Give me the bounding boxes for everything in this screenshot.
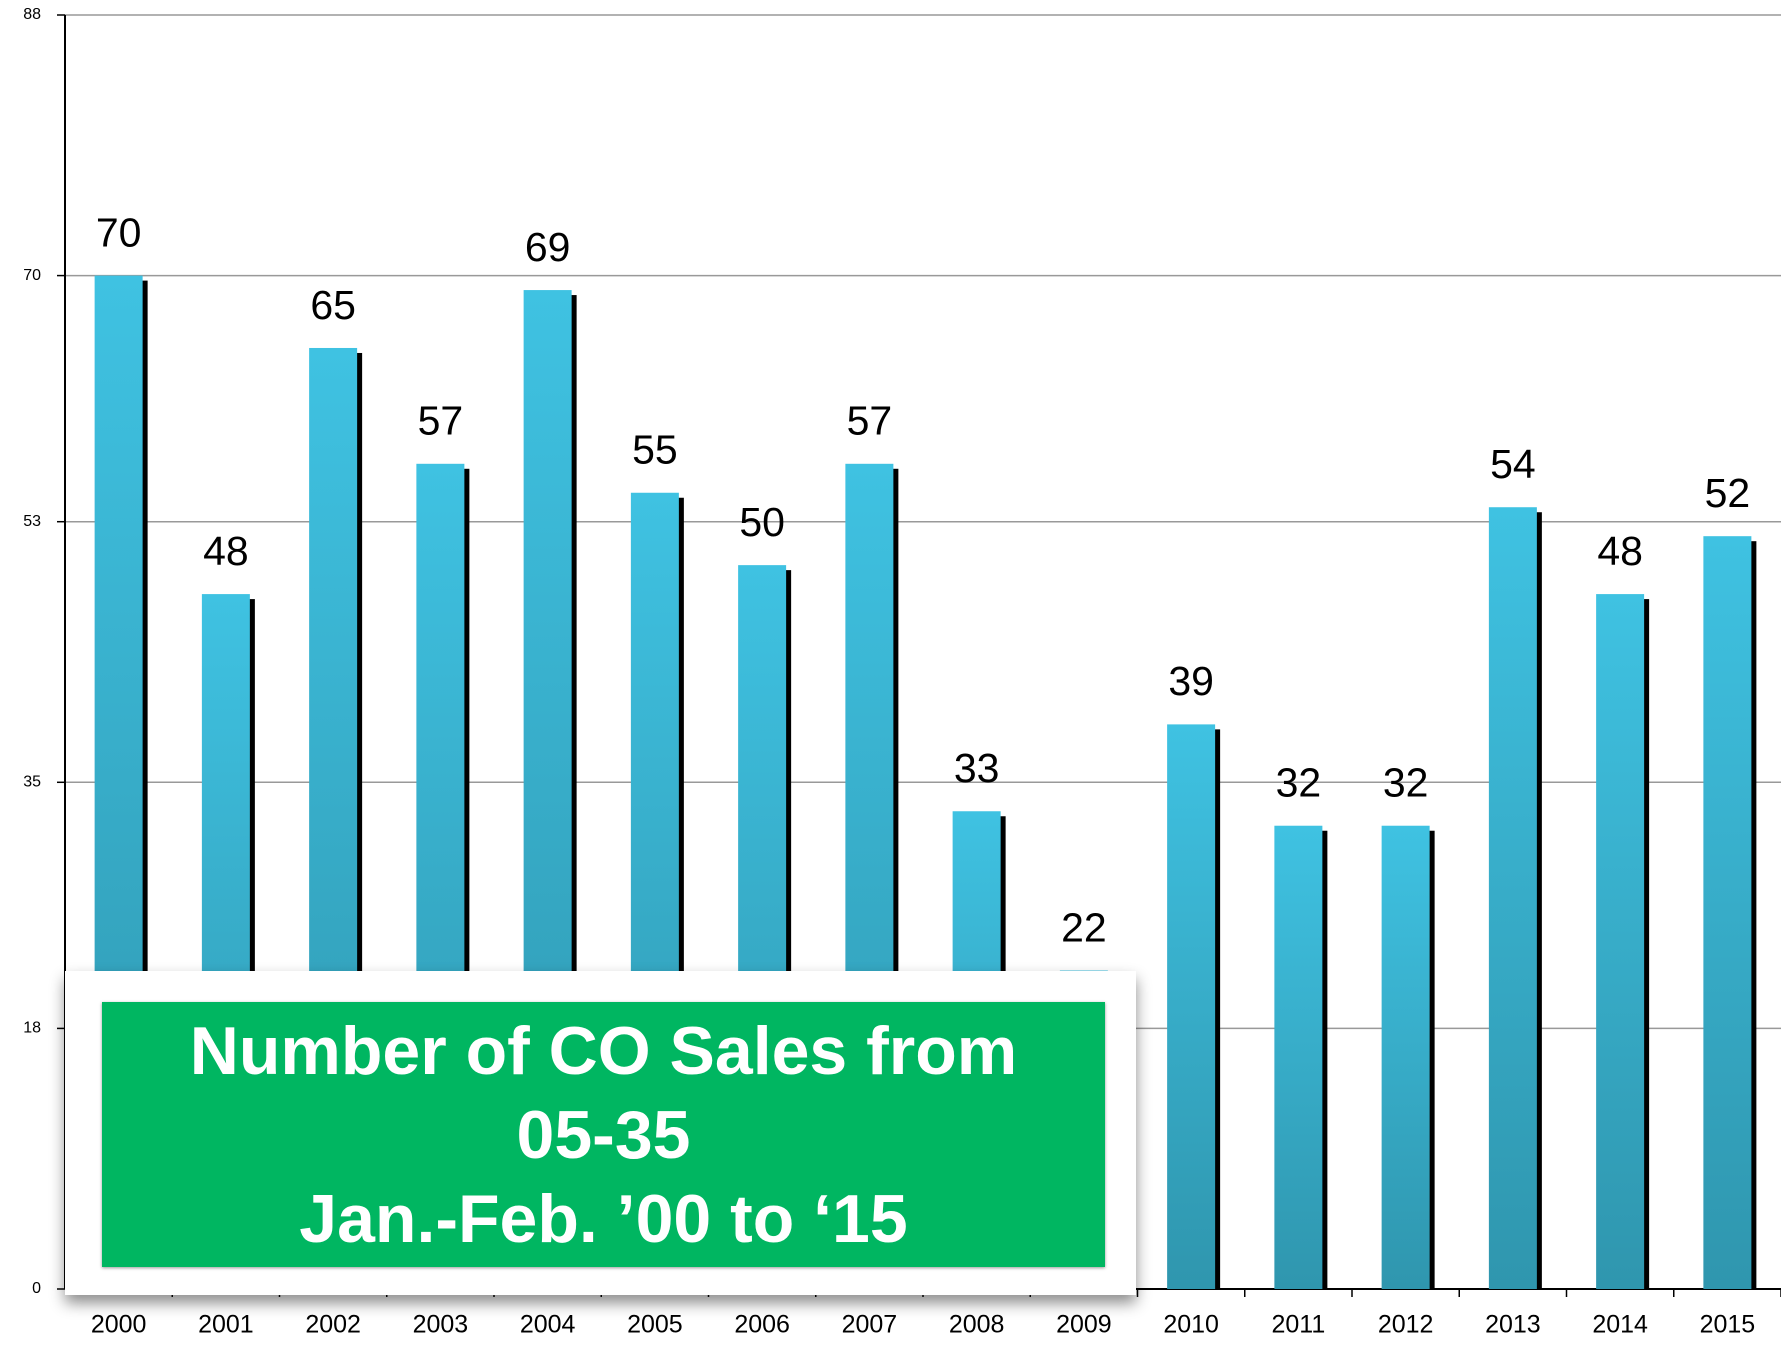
bar [1381,825,1430,1289]
value-label: 70 [96,209,142,255]
y-tick-label: 35 [23,774,41,791]
x-tick-label: 2005 [627,1311,683,1339]
x-tick-label: 2006 [734,1311,790,1339]
value-label: 65 [310,282,356,328]
chart-title: Number of CO Sales from 05-35 Jan.-Feb. … [189,1012,1018,1257]
value-label: 52 [1705,470,1751,516]
bar [1488,507,1537,1289]
x-tick-label: 2003 [413,1311,469,1339]
x-tick-label: 2009 [1056,1311,1112,1339]
y-tick-label: 53 [23,513,41,530]
value-label: 69 [525,224,571,270]
x-tick-label: 2010 [1163,1311,1219,1339]
title-box: Number of CO Sales from 05-35 Jan.-Feb. … [65,971,1136,1295]
value-label: 32 [1383,760,1429,806]
x-tick-label: 2000 [91,1311,147,1339]
y-tick-label: 18 [23,1020,41,1037]
x-tick-label: 2012 [1378,1311,1434,1339]
bar [1703,536,1752,1289]
value-label: 48 [203,528,249,574]
x-tick-label: 2001 [198,1311,254,1339]
value-label: 32 [1276,760,1322,806]
value-label: 39 [1168,658,1214,704]
x-tick-label: 2014 [1592,1311,1648,1339]
x-tick-label: 2015 [1700,1311,1756,1339]
value-label: 48 [1597,528,1643,574]
x-tick-label: 2011 [1271,1311,1325,1339]
value-label: 50 [739,499,785,545]
y-tick-label: 0 [32,1280,41,1297]
x-tick-label: 2013 [1485,1311,1541,1339]
value-label: 57 [847,398,893,444]
title-banner: Number of CO Sales from 05-35 Jan.-Feb. … [102,1002,1105,1267]
bar [1274,825,1323,1289]
x-tick-label: 2002 [305,1311,361,1339]
y-tick-label: 88 [23,6,41,23]
value-label: 55 [632,427,678,473]
value-label: 57 [418,398,464,444]
x-tick-label: 2004 [520,1311,576,1339]
x-tick-label: 2007 [842,1311,898,1339]
x-tick-label: 2008 [949,1311,1005,1339]
value-label: 54 [1490,441,1536,487]
bar [1596,594,1645,1289]
value-label: 22 [1061,904,1107,950]
y-tick-label: 70 [23,267,41,284]
bar [1167,724,1216,1289]
value-label: 33 [954,745,1000,791]
